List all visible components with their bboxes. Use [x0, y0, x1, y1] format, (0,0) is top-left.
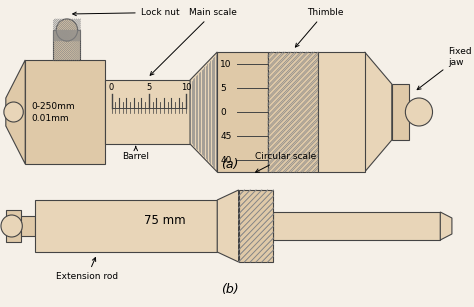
Text: 0: 0	[109, 83, 114, 92]
Circle shape	[4, 102, 23, 122]
Text: (a): (a)	[221, 157, 238, 170]
Text: 0-250mm
0.01mm: 0-250mm 0.01mm	[31, 102, 75, 123]
Text: 75 mm: 75 mm	[144, 215, 186, 227]
Text: Lock nut: Lock nut	[73, 8, 179, 17]
Text: Thimble: Thimble	[295, 8, 343, 47]
Bar	[318, 52, 365, 172]
Circle shape	[405, 98, 432, 126]
Circle shape	[56, 19, 78, 41]
Bar	[392, 84, 409, 140]
Bar	[21, 216, 35, 236]
Text: Main scale: Main scale	[150, 8, 237, 75]
Polygon shape	[365, 52, 392, 172]
Bar	[6, 210, 21, 242]
Bar	[273, 212, 440, 240]
Bar	[238, 190, 273, 262]
Bar	[6, 98, 25, 126]
Circle shape	[1, 215, 22, 237]
Text: Barrel: Barrel	[122, 146, 149, 161]
Bar	[35, 200, 217, 252]
Polygon shape	[440, 212, 452, 240]
Polygon shape	[6, 60, 25, 164]
Text: 10: 10	[181, 83, 191, 92]
Bar	[25, 60, 105, 164]
Text: Circular scale: Circular scale	[255, 152, 317, 172]
Text: 10: 10	[220, 60, 232, 68]
Text: (b): (b)	[221, 282, 238, 296]
Text: 5: 5	[220, 84, 226, 92]
Text: 40: 40	[220, 156, 231, 165]
Bar	[268, 52, 318, 172]
Text: 5: 5	[146, 83, 152, 92]
Bar	[54, 30, 81, 60]
Text: 45: 45	[220, 131, 231, 141]
Polygon shape	[190, 52, 217, 172]
Text: Fixed
jaw: Fixed jaw	[417, 47, 472, 90]
Text: Extension rod: Extension rod	[56, 258, 118, 281]
Text: 0: 0	[220, 107, 226, 116]
Polygon shape	[217, 190, 238, 262]
Bar	[217, 52, 268, 172]
Bar	[105, 80, 190, 144]
